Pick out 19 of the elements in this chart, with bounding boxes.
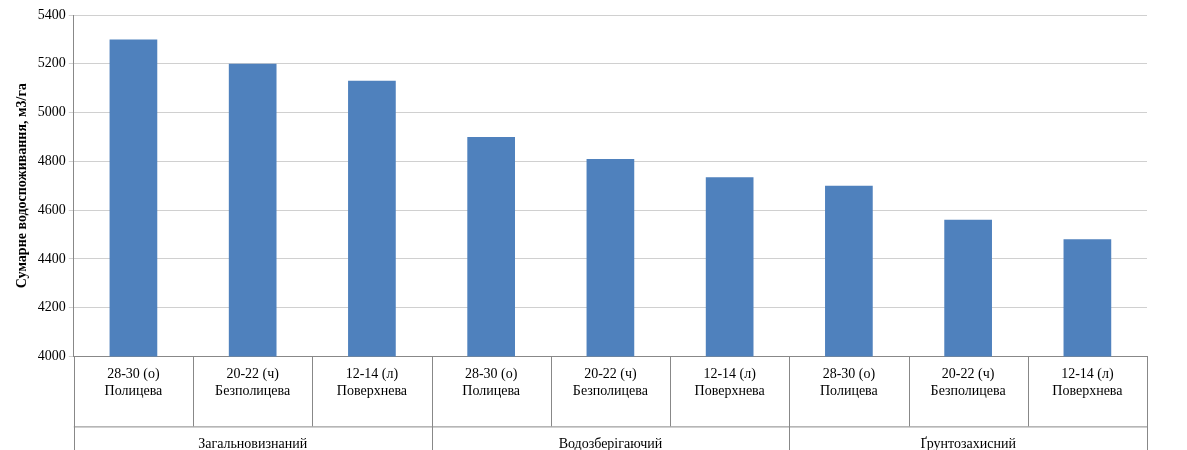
- x-tick-label: 20-22 (ч) Безполицева: [572, 366, 649, 399]
- x-tick-label: 28-30 (о) Полицева: [462, 366, 521, 399]
- y-tick-label: 5200: [37, 55, 66, 71]
- text: Загальновизнаний: [198, 436, 308, 450]
- x-tick-label: 28-30 (о) Полицева: [820, 366, 879, 399]
- y-axis-title: Сумарне водоспоживання, м3/га: [14, 83, 30, 289]
- x-tick-label: 12-14 (л) Поверхнева: [1052, 366, 1124, 399]
- y-tick-label: 4600: [37, 201, 66, 217]
- y-tick-label: 4200: [37, 299, 66, 315]
- x-tick-label: 12-14 (л) Поверхнева: [694, 366, 766, 399]
- x-tick-label: 28-30 (о) Полицева: [104, 366, 164, 399]
- y-tick-label: 5400: [37, 6, 66, 22]
- x-tick-label: 20-22 (ч) Безполицева: [215, 366, 291, 399]
- y-tick-label: 5000: [37, 104, 66, 120]
- y-tick-label: 4000: [37, 348, 66, 364]
- y-tick-label: 4800: [37, 152, 66, 168]
- x-tick-label: 20-22 (ч) Безполицева: [930, 366, 1007, 399]
- y-tick-label: 4400: [37, 250, 66, 266]
- x-tick-label: 12-14 (л) Поверхнева: [336, 366, 408, 399]
